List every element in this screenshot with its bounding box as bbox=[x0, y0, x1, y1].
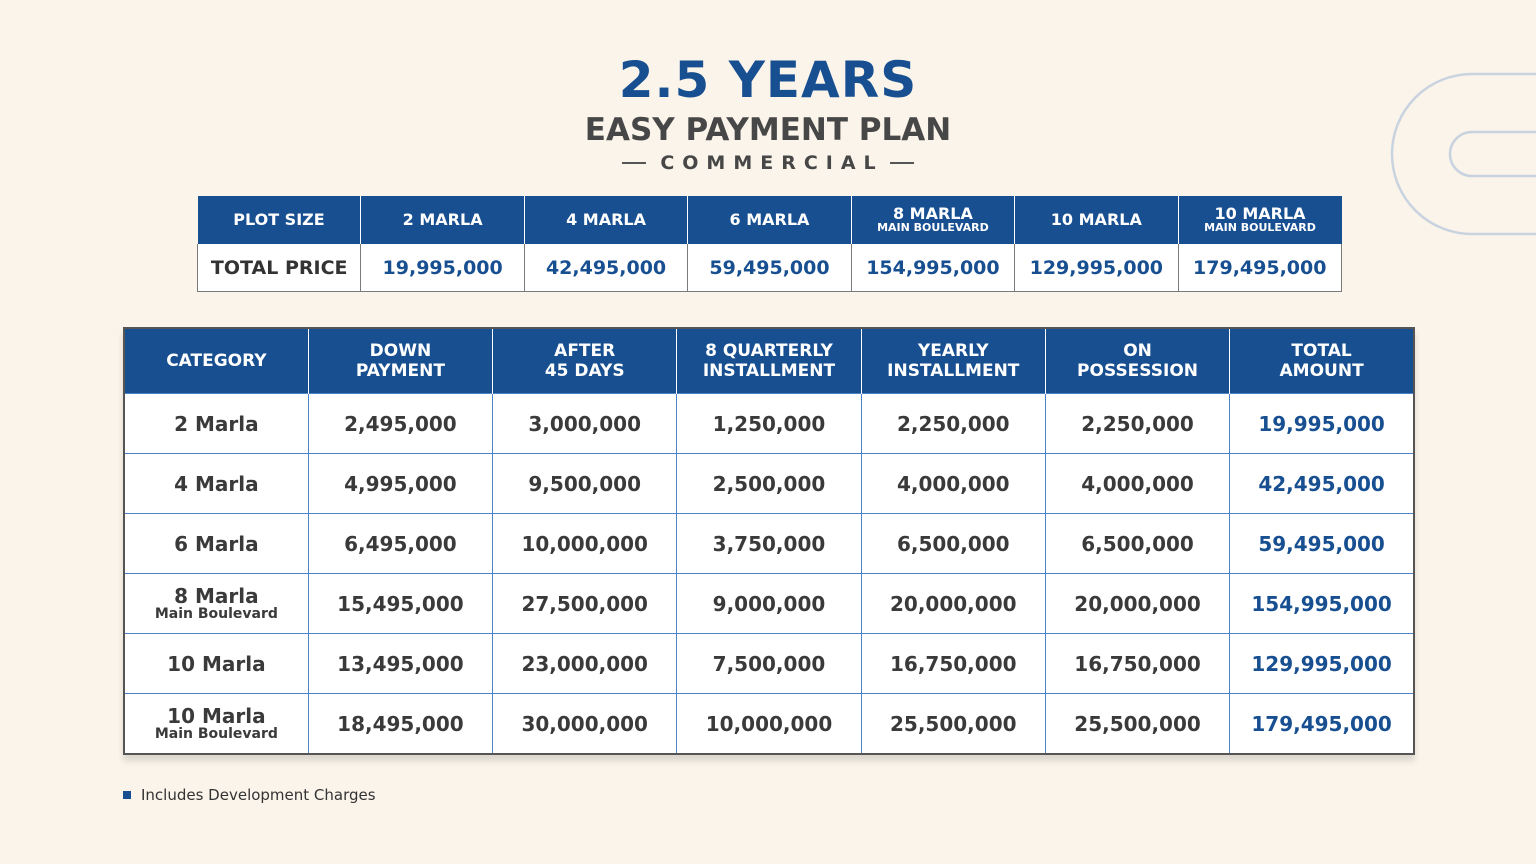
total-amount-cell: 179,495,000 bbox=[1229, 693, 1415, 755]
table-row: 10 Marla Main Boulevard 18,495,000 30,000… bbox=[123, 693, 1415, 755]
value-cell: 25,500,000 bbox=[860, 693, 1046, 755]
total-amount-cell: 129,995,000 bbox=[1229, 633, 1415, 694]
value-cell: 7,500,000 bbox=[676, 633, 862, 694]
value-cell: 4,000,000 bbox=[860, 453, 1046, 514]
summary-header-note: MAIN BOULEVARD bbox=[1204, 221, 1316, 234]
value-cell: 16,750,000 bbox=[1044, 633, 1231, 694]
value-cell: 6,500,000 bbox=[1044, 513, 1231, 574]
value-cell: 2,250,000 bbox=[1044, 393, 1231, 454]
value-cell: 9,500,000 bbox=[492, 453, 678, 514]
total-amount-cell: 42,495,000 bbox=[1229, 453, 1415, 514]
summary-price-row: TOTAL PRICE 19,995,000 42,495,000 59,495… bbox=[196, 244, 1343, 292]
value-cell: 2,495,000 bbox=[307, 393, 494, 454]
summary-price-cell: 42,495,000 bbox=[523, 244, 689, 292]
value-cell: 23,000,000 bbox=[492, 633, 678, 694]
summary-price-cell: 179,495,000 bbox=[1177, 244, 1343, 292]
total-amount-cell: 19,995,000 bbox=[1229, 393, 1415, 454]
summary-price-cell: 154,995,000 bbox=[850, 244, 1016, 292]
payment-plan-table-wrapper: CATEGORY DOWN PAYMENT AFTER 45 DAYS 8 QUAR… bbox=[123, 327, 1415, 755]
column-header: CATEGORY bbox=[124, 328, 309, 394]
total-amount-cell: 154,995,000 bbox=[1229, 573, 1415, 634]
summary-header-cell: PLOT SIZE bbox=[197, 196, 361, 244]
summary-header-cell: 6 MARLA bbox=[687, 196, 852, 244]
summary-row-label: TOTAL PRICE bbox=[196, 244, 362, 292]
value-cell: 13,495,000 bbox=[307, 633, 494, 694]
category-cell: 10 Marla bbox=[123, 633, 309, 694]
category-tag-label: COMMERCIAL bbox=[660, 152, 884, 174]
value-cell: 10,000,000 bbox=[492, 513, 678, 574]
column-header: ON POSSESSION bbox=[1044, 328, 1230, 394]
value-cell: 16,750,000 bbox=[860, 633, 1046, 694]
value-cell: 2,500,000 bbox=[676, 453, 862, 514]
table-row: 10 Marla 13,495,000 23,000,000 7,500,000… bbox=[123, 633, 1415, 694]
value-cell: 6,500,000 bbox=[860, 513, 1046, 574]
summary-price-cell: 19,995,000 bbox=[360, 244, 525, 292]
total-amount-cell: 59,495,000 bbox=[1229, 513, 1415, 574]
page-subtitle: EASY PAYMENT PLAN bbox=[584, 112, 952, 148]
value-cell: 2,250,000 bbox=[860, 393, 1046, 454]
table-header-row: CATEGORY DOWN PAYMENT AFTER 45 DAYS 8 QUAR… bbox=[124, 328, 1414, 394]
summary-header-cell: 10 MARLA bbox=[1014, 196, 1179, 244]
category-cell: 10 Marla Main Boulevard bbox=[123, 693, 309, 755]
table-row: 8 Marla Main Boulevard 15,495,000 27,500,… bbox=[123, 573, 1415, 634]
column-header: DOWN PAYMENT bbox=[307, 328, 493, 394]
tag-divider-right bbox=[889, 162, 914, 164]
decorative-loop-shape bbox=[1390, 72, 1536, 236]
column-header: YEARLY INSTALLMENT bbox=[860, 328, 1046, 394]
price-summary-table: PLOT SIZE 2 MARLA 4 MARLA 6 MARLA 8 MARL… bbox=[196, 196, 1343, 292]
table-row: 6 Marla 6,495,000 10,000,000 3,750,000 6… bbox=[123, 513, 1415, 574]
category-cell: 4 Marla bbox=[123, 453, 309, 514]
category-cell: 2 Marla bbox=[123, 393, 309, 454]
value-cell: 1,250,000 bbox=[676, 393, 862, 454]
value-cell: 25,500,000 bbox=[1044, 693, 1231, 755]
page-title: 2.5 YEARS bbox=[618, 51, 918, 109]
value-cell: 10,000,000 bbox=[676, 693, 862, 755]
value-cell: 27,500,000 bbox=[492, 573, 678, 634]
footnote-text: Includes Development Charges bbox=[141, 786, 376, 804]
summary-header-cell: 2 MARLA bbox=[360, 196, 525, 244]
category-subtitle: Main Boulevard bbox=[154, 725, 278, 742]
table-row: 4 Marla 4,995,000 9,500,000 2,500,000 4,… bbox=[123, 453, 1415, 514]
value-cell: 20,000,000 bbox=[860, 573, 1046, 634]
value-cell: 15,495,000 bbox=[307, 573, 494, 634]
column-header: 8 QUARTERLY INSTALLMENT bbox=[676, 328, 862, 394]
category-tag: COMMERCIAL bbox=[0, 150, 1536, 176]
value-cell: 18,495,000 bbox=[307, 693, 494, 755]
category-subtitle: Main Boulevard bbox=[154, 605, 278, 622]
column-header: AFTER 45 DAYS bbox=[492, 328, 677, 394]
value-cell: 4,995,000 bbox=[307, 453, 494, 514]
summary-header-cell: 10 MARLA MAIN BOULEVARD bbox=[1177, 196, 1342, 244]
summary-header-row: PLOT SIZE 2 MARLA 4 MARLA 6 MARLA 8 MARL… bbox=[197, 196, 1342, 244]
value-cell: 30,000,000 bbox=[492, 693, 678, 755]
summary-price-cell: 129,995,000 bbox=[1014, 244, 1179, 292]
summary-header-note: MAIN BOULEVARD bbox=[877, 221, 989, 234]
value-cell: 3,000,000 bbox=[492, 393, 678, 454]
square-bullet-icon bbox=[123, 791, 131, 799]
value-cell: 6,495,000 bbox=[307, 513, 494, 574]
payment-plan-table: CATEGORY DOWN PAYMENT AFTER 45 DAYS 8 QUAR… bbox=[123, 327, 1415, 755]
table-row: 2 Marla 2,495,000 3,000,000 1,250,000 2,… bbox=[123, 393, 1415, 454]
value-cell: 4,000,000 bbox=[1044, 453, 1231, 514]
summary-price-cell: 59,495,000 bbox=[687, 244, 852, 292]
category-cell: 8 Marla Main Boulevard bbox=[123, 573, 309, 634]
column-header: TOTAL AMOUNT bbox=[1229, 328, 1414, 394]
value-cell: 3,750,000 bbox=[676, 513, 862, 574]
value-cell: 20,000,000 bbox=[1044, 573, 1231, 634]
category-cell: 6 Marla bbox=[123, 513, 309, 574]
summary-header-cell: 8 MARLA MAIN BOULEVARD bbox=[850, 196, 1015, 244]
summary-header-cell: 4 MARLA bbox=[523, 196, 688, 244]
footnote: Includes Development Charges bbox=[123, 786, 376, 804]
tag-divider-left bbox=[622, 162, 647, 164]
value-cell: 9,000,000 bbox=[676, 573, 862, 634]
